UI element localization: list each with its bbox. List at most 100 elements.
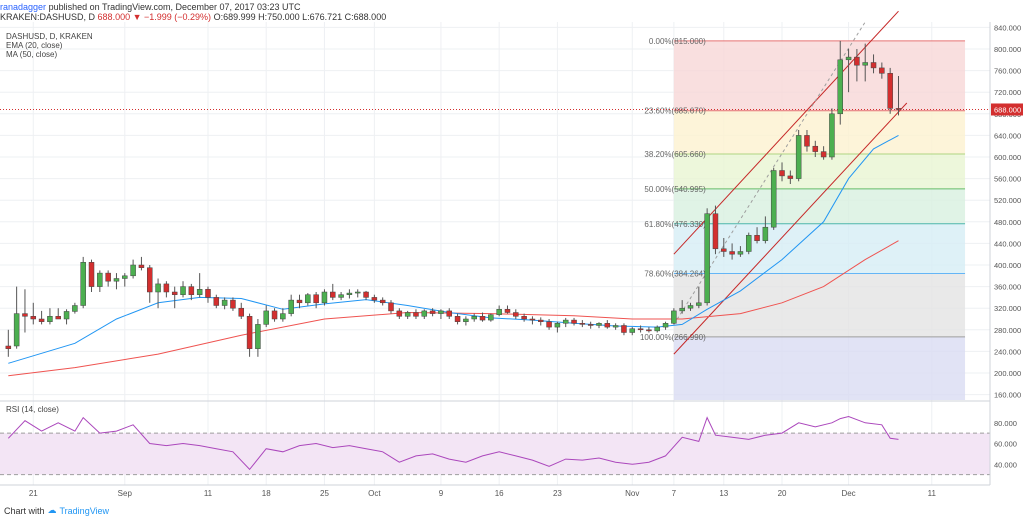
price-tick-label: 560.000 [994,175,1021,184]
candle-body [354,291,361,294]
fib-zone [673,153,966,189]
time-tick-label: 13 [719,489,728,498]
fib-label: 23.60%(685.670) [644,107,706,116]
candle [147,265,153,303]
candle [488,313,494,322]
candle [521,313,527,322]
candle [621,323,627,336]
candle [513,309,519,319]
candle [779,162,785,182]
candle [446,308,452,319]
candle-body [895,108,902,110]
candle [155,278,161,309]
candle-body [887,73,893,109]
candle [205,286,211,303]
candle-body [188,286,195,295]
candle-body [404,312,411,317]
candle [263,305,269,328]
price-tick-label: 280.000 [994,326,1021,335]
candle-body [829,113,835,158]
chart-with-text: Chart with [4,505,45,516]
candle-body [346,292,353,295]
rsi-tick-label: 80.000 [994,419,1017,428]
candle [854,49,860,82]
candle-body [255,324,261,349]
legend-ma[interactable]: MA (50, close) [6,50,58,59]
price-tick-label: 400.000 [994,261,1021,270]
candle-body [413,312,419,317]
fib-zone [673,273,966,337]
candle [404,310,411,319]
candle [55,308,61,320]
legend-ema[interactable]: EMA (20, close) [6,41,63,50]
candle-body [396,310,403,317]
brand-text[interactable]: TradingView [59,505,110,516]
candle-body [637,328,644,331]
candle-body [371,297,378,301]
candle-body [454,316,461,322]
ma50-line [8,240,899,377]
candle [396,308,403,319]
time-tick-label: 11 [928,489,937,498]
candle-body [22,313,28,317]
candle [371,294,378,303]
candle-body [213,297,220,306]
candle-body [155,283,161,293]
candle [288,294,294,317]
symbol[interactable]: KRAKEN:DASHUSD, D [0,12,96,22]
candle-body [721,248,727,252]
candle [579,320,586,328]
candle-body [554,323,561,328]
fib-zone [673,40,966,111]
candle [88,259,95,292]
rsi-panel: RSI (14, close) [0,400,990,476]
candle [63,309,70,325]
candle-body [288,299,294,314]
candle-body [654,326,660,332]
candle-body [546,321,552,328]
candle-body [787,175,794,179]
candle-body [122,275,128,279]
candle-body [662,323,669,328]
candle-body [147,267,153,293]
candle-body [388,302,394,312]
candle [529,316,536,325]
trend-channel [0,10,990,355]
candle [571,317,577,326]
time-tick-label: 20 [778,489,787,498]
candle [296,294,303,309]
candle-body [421,310,428,317]
candle-body [130,264,136,277]
candle [180,281,186,298]
candle [554,321,561,333]
time-tick-label: 18 [262,489,271,498]
fib-label: 61.80%(476.330) [644,220,706,229]
candle-body [379,299,386,304]
time-tick-label: 11 [204,489,213,498]
candle-body [770,170,777,228]
candle [330,283,336,301]
time-tick-label: 23 [553,489,562,498]
candle-body [513,312,519,317]
candle-body [779,170,785,177]
candle-body [745,235,752,252]
candle-body [55,316,61,320]
candle-body [837,59,843,115]
candle [47,308,53,325]
candle [745,232,752,255]
candle [80,256,86,309]
candle [679,300,685,314]
time-tick-label: Dec [841,489,855,498]
rsi-tick-label: 60.000 [994,440,1017,449]
price-tick-label: 160.000 [994,391,1021,400]
candle [171,286,178,309]
candle [612,323,619,330]
time-tick-label: 21 [29,489,38,498]
price-tick-label: 520.000 [994,196,1021,205]
author-link[interactable]: ranadagger [0,2,47,12]
candle-body [363,291,369,298]
tradingview-logo-icon[interactable]: ☁ [47,505,57,515]
candle-body [72,305,78,312]
candle-body [795,135,802,179]
